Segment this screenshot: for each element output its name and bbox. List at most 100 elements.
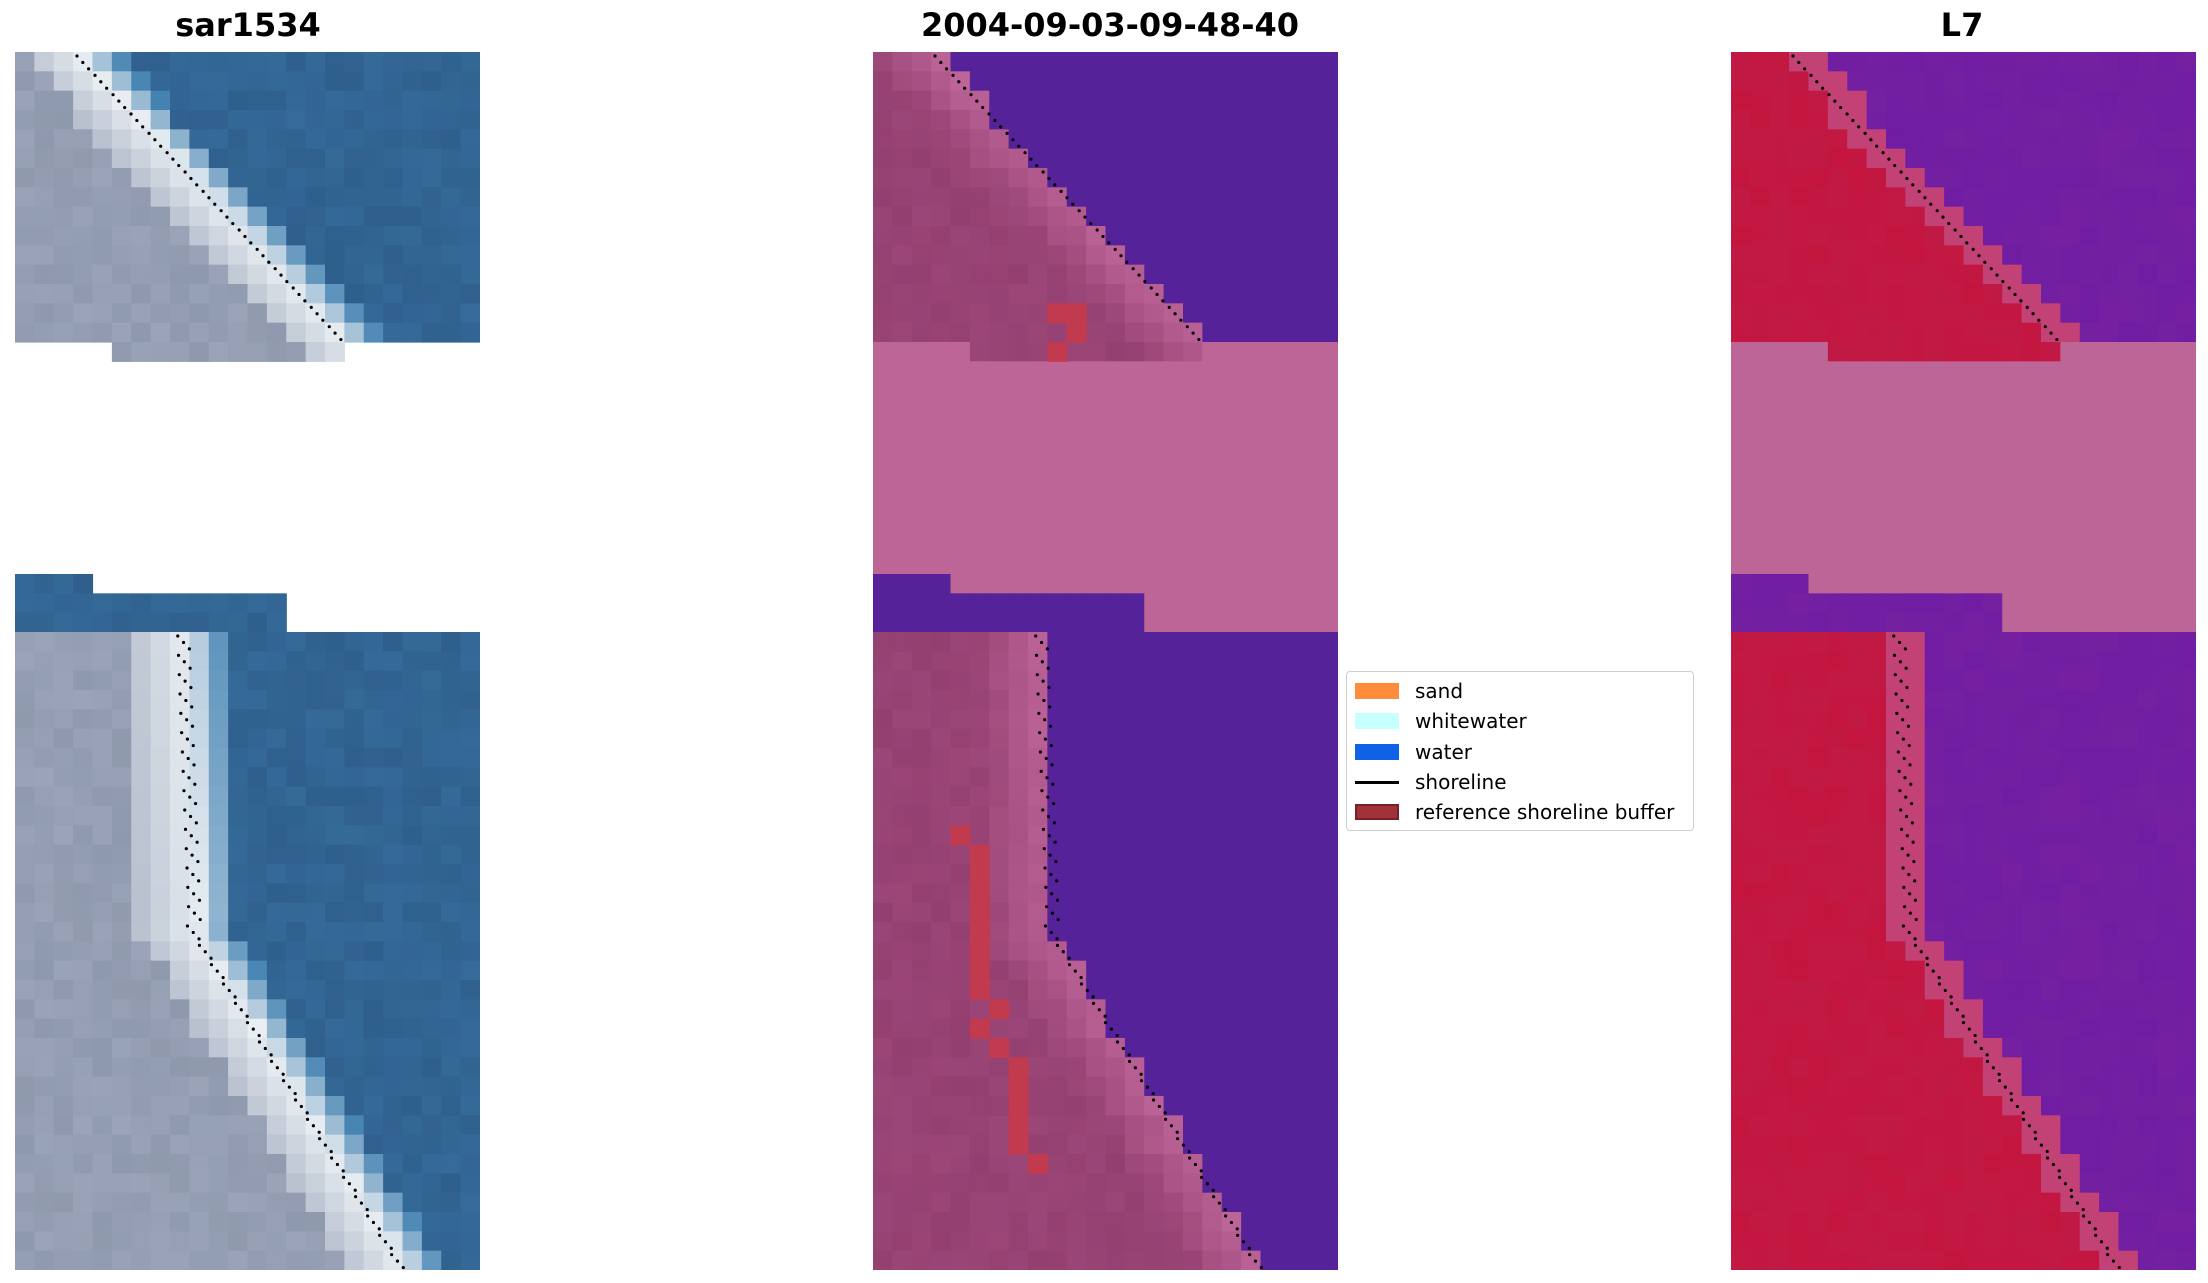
shoreline-point [1046, 814, 1051, 819]
classified-image [873, 52, 1338, 1270]
shoreline-point [147, 131, 151, 135]
shoreline-point [183, 827, 188, 831]
shoreline-point [1893, 163, 1897, 168]
shoreline-point [1223, 1207, 1227, 1212]
shoreline-point [315, 312, 319, 316]
shoreline-point [2082, 1214, 2086, 1218]
shoreline-point [1079, 975, 1083, 980]
shoreline-point [2031, 312, 2035, 316]
shoreline-point [179, 711, 183, 715]
shoreline-point [189, 176, 193, 181]
shoreline-point [1961, 1021, 1966, 1025]
shoreline-point [197, 898, 202, 902]
shoreline-point [1913, 943, 1918, 947]
shoreline-point [190, 705, 194, 709]
shoreline-point [1043, 718, 1047, 722]
shoreline-point [196, 859, 200, 864]
shoreline-point [2051, 1162, 2055, 1167]
shoreline-point [1103, 1021, 1108, 1025]
shoreline-point [1065, 196, 1069, 200]
legend-label-sand: sand [1415, 679, 1464, 703]
shoreline-point [1905, 834, 1909, 838]
legend-item-sand: sand [1355, 678, 1463, 704]
shoreline-point [1937, 975, 1941, 980]
shoreline-point [1919, 950, 1923, 954]
shoreline-point [185, 866, 189, 870]
shoreline-point [178, 692, 182, 696]
shoreline-point [1907, 743, 1911, 748]
shoreline-point [339, 337, 343, 342]
shoreline-point [2087, 1220, 2092, 1225]
shoreline-point [1875, 144, 1879, 148]
shoreline-point [1896, 750, 1900, 754]
shoreline-point [1199, 1169, 1203, 1173]
legend-item-whitewater: whitewater [1355, 708, 1527, 734]
shoreline-point [177, 673, 181, 677]
shoreline-point [951, 73, 955, 77]
shoreline-point [2039, 1143, 2043, 1147]
shoreline-point [1050, 911, 1055, 915]
shoreline-point [1047, 685, 1051, 690]
shoreline-point [1137, 273, 1141, 277]
shoreline-point [1881, 151, 1885, 155]
shoreline-point [215, 969, 219, 973]
shoreline-point [182, 789, 186, 793]
shoreline-point [1985, 1053, 1989, 1057]
shoreline-point [2001, 279, 2005, 284]
shoreline-point [1091, 1001, 1096, 1005]
shoreline-point [221, 975, 225, 980]
shoreline-point [1903, 776, 1907, 780]
shoreline-point [1995, 273, 1999, 277]
shoreline-point [335, 1162, 339, 1167]
shoreline-point [1236, 1233, 1240, 1237]
shoreline-point [1131, 267, 1135, 271]
shoreline-point [251, 1027, 255, 1031]
shoreline-point [1023, 151, 1027, 155]
shoreline-point [239, 1008, 243, 1012]
shoreline-point [1925, 956, 1929, 960]
shoreline-point [187, 776, 191, 780]
shoreline-point [354, 1195, 358, 1199]
shoreline-point [1913, 879, 1917, 883]
shoreline-point [347, 1182, 352, 1186]
shoreline-point [190, 853, 194, 857]
shoreline-point [371, 1220, 376, 1225]
shoreline-point [2058, 1175, 2062, 1179]
shoreline-point [1863, 131, 1867, 135]
shoreline-point [1038, 731, 1042, 735]
shoreline-point [198, 917, 202, 922]
shoreline-point [1071, 202, 1075, 206]
shoreline-point [180, 750, 184, 754]
shoreline-point [2099, 1240, 2104, 1244]
shoreline-point [1904, 795, 1908, 799]
shoreline-point [257, 1033, 261, 1038]
shoreline-point [187, 647, 191, 651]
panel-title-index: L7 [1940, 6, 1984, 44]
shoreline-point [1910, 821, 1914, 825]
shoreline-point [2009, 1098, 2014, 1102]
shoreline-point [1973, 1040, 1978, 1044]
shoreline-point [1241, 1240, 1246, 1244]
shoreline-point [1869, 138, 1873, 142]
shoreline-point [1073, 969, 1077, 973]
shoreline-point [1929, 202, 1933, 206]
shoreline-point [1051, 801, 1056, 806]
shoreline-point [1908, 892, 1912, 896]
shoreline-point [1167, 305, 1171, 309]
shoreline-point [969, 93, 973, 97]
shoreline-point [182, 660, 186, 664]
shoreline-point [183, 170, 187, 174]
legend-swatch-whitewater [1355, 713, 1399, 729]
shoreline-point [180, 731, 184, 735]
shoreline-point [267, 260, 271, 264]
shoreline-point [2105, 1246, 2109, 1250]
shoreline-point [2049, 331, 2053, 335]
shoreline-point [1205, 1182, 1210, 1186]
shoreline-point [1051, 782, 1055, 786]
shoreline-point [1119, 254, 1123, 258]
shoreline-point [2070, 1195, 2074, 1199]
shoreline-point [1901, 866, 1905, 870]
shoreline-point [1895, 711, 1899, 715]
shoreline-point [1892, 634, 1896, 638]
shoreline-point [2025, 305, 2029, 309]
